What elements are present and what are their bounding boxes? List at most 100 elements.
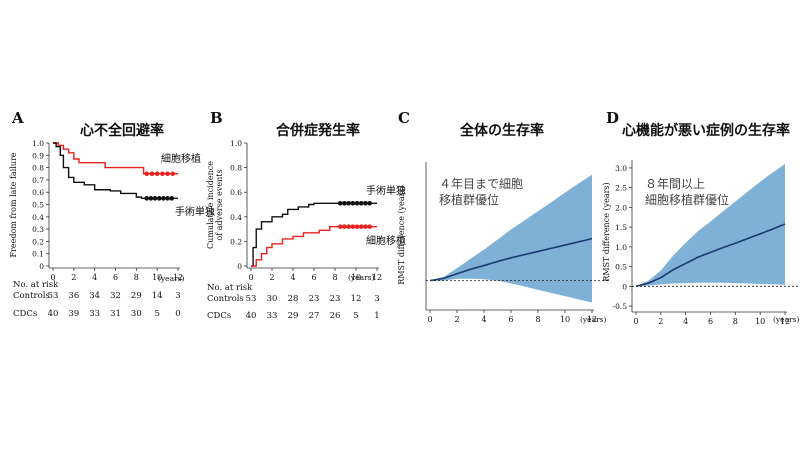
series-line-0 — [53, 142, 178, 175]
risk-row-label: CDCs — [13, 309, 37, 319]
risk-cell: 34 — [89, 291, 100, 301]
y-tick-label: 0.8 — [230, 164, 242, 173]
legend-label: 細胞移植 — [161, 152, 201, 165]
x-axis-unit: (years) — [580, 315, 607, 324]
risk-cell: 0 — [175, 309, 180, 319]
panel-a: A 心不全回避率 Freedom from late failure 0 2 4 6 8 10 1… — [9, 109, 215, 319]
y-tick-label: 1.0 — [32, 139, 44, 148]
y-tick-label: 0.2 — [230, 237, 242, 246]
censor-mark — [354, 200, 360, 206]
censor-mark — [144, 196, 150, 201]
y-tick-label: 0.5 — [615, 263, 627, 272]
risk-table-heading: No. at risk — [13, 280, 59, 290]
x-tick-label: 10 — [755, 317, 765, 326]
y-tick-label: 0 — [622, 282, 627, 291]
y-tick-label: 2.0 — [615, 203, 627, 212]
x-tick-label: 8 — [134, 273, 139, 282]
risk-cell: 27 — [309, 311, 320, 321]
chart-title: 心機能が悪い症例の生存率 — [622, 122, 790, 139]
censor-mark — [154, 171, 160, 177]
risk-cell: 3 — [374, 294, 379, 304]
annotation-text: ４年目まで細胞 — [439, 177, 523, 191]
risk-cell: 1 — [374, 311, 379, 321]
legend-label: 細胞移植 — [366, 234, 406, 247]
x-axis-unit: (years) — [773, 315, 800, 324]
x-tick-label: 0 — [633, 317, 638, 326]
series-line-0 — [251, 202, 377, 267]
legend-label: 手術単独 — [175, 205, 215, 218]
censor-mark — [367, 224, 372, 229]
censor-mark — [337, 224, 343, 229]
censor-mark — [148, 196, 154, 201]
x-tick-label: 8 — [733, 317, 738, 326]
censor-mark — [363, 224, 368, 229]
y-tick-label: 1.0 — [615, 243, 627, 252]
censor-mark — [350, 200, 356, 206]
x-tick-label: 12 — [173, 273, 183, 282]
y-tick-label: 0 — [39, 262, 44, 271]
annotation-text: 移植群優位 — [439, 192, 499, 207]
x-tick-label: 12 — [780, 317, 790, 326]
y-tick-label: 0.2 — [32, 237, 44, 246]
censor-mark — [170, 171, 176, 177]
censor-mark — [342, 224, 347, 229]
x-tick-label: 0 — [50, 273, 55, 282]
risk-cell: 29 — [288, 311, 299, 321]
y-axis-label: Freedom from late failure — [9, 152, 18, 257]
risk-cell: 36 — [68, 291, 79, 301]
censor-mark — [337, 200, 343, 206]
x-axis-unit: (years) — [158, 274, 185, 283]
panel-b: B 合併症発生率 Cumulative incidence of adverse ev… — [206, 109, 406, 321]
x-tick-label: 2 — [269, 273, 274, 282]
censor-mark — [160, 171, 165, 177]
annotation-text: 細胞移植群優位 — [645, 192, 729, 207]
y-tick-label: 1.0 — [230, 139, 242, 148]
risk-cell: 23 — [309, 294, 320, 304]
x-tick-label: 6 — [113, 273, 118, 282]
x-tick-label: 4 — [290, 273, 295, 282]
x-tick-label: 6 — [708, 317, 713, 326]
y-axis-label: Cumulative incidence — [206, 161, 215, 249]
y-tick-label: 0.1 — [32, 250, 44, 259]
censor-mark — [367, 200, 372, 206]
mean-line — [635, 223, 786, 288]
risk-cell: 30 — [267, 294, 278, 304]
chart-title: 全体の生存率 — [459, 122, 544, 139]
x-tick-label: 4 — [481, 315, 486, 324]
y-axis-label-line2: of adverse events — [215, 169, 224, 240]
x-tick-label: 6 — [508, 315, 513, 324]
annotation-text: ８年間以上 — [645, 177, 705, 191]
risk-cell: 12 — [351, 294, 362, 304]
censor-mark — [363, 200, 368, 206]
censor-mark — [161, 196, 166, 201]
x-tick-label: 4 — [683, 317, 688, 326]
x-tick-label: 10 — [152, 273, 162, 282]
risk-cell: 5 — [154, 309, 159, 319]
series-line-1 — [53, 142, 178, 200]
x-tick-label: 6 — [311, 273, 316, 282]
legend-label: 手術単独 — [366, 184, 406, 197]
risk-cell: 5 — [353, 311, 358, 321]
risk-cell: 32 — [110, 291, 121, 301]
risk-cell: 39 — [68, 309, 79, 319]
panel-letter: C — [398, 109, 410, 127]
x-tick-label: 8 — [332, 273, 337, 282]
risk-cell: 28 — [288, 294, 299, 304]
y-tick-label: 0.4 — [32, 213, 44, 222]
confidence-band — [636, 163, 785, 287]
x-tick-label: 8 — [535, 315, 540, 324]
panel-letter: D — [606, 109, 619, 127]
risk-cell: 40 — [48, 309, 59, 319]
y-tick-label: 2.5 — [615, 184, 627, 193]
risk-row-label: CDCs — [207, 311, 231, 321]
y-tick-label: 0.9 — [32, 151, 44, 160]
risk-cell: 33 — [267, 311, 278, 321]
censor-mark — [342, 200, 347, 206]
censor-mark — [152, 196, 158, 201]
risk-cell: 40 — [246, 311, 257, 321]
y-tick-label: 0.7 — [32, 176, 44, 185]
risk-cell: 3 — [175, 291, 180, 301]
panel-c: C 全体の生存率 RMST difference (years) 0 2 4 6 8 10 12(… — [397, 109, 610, 324]
